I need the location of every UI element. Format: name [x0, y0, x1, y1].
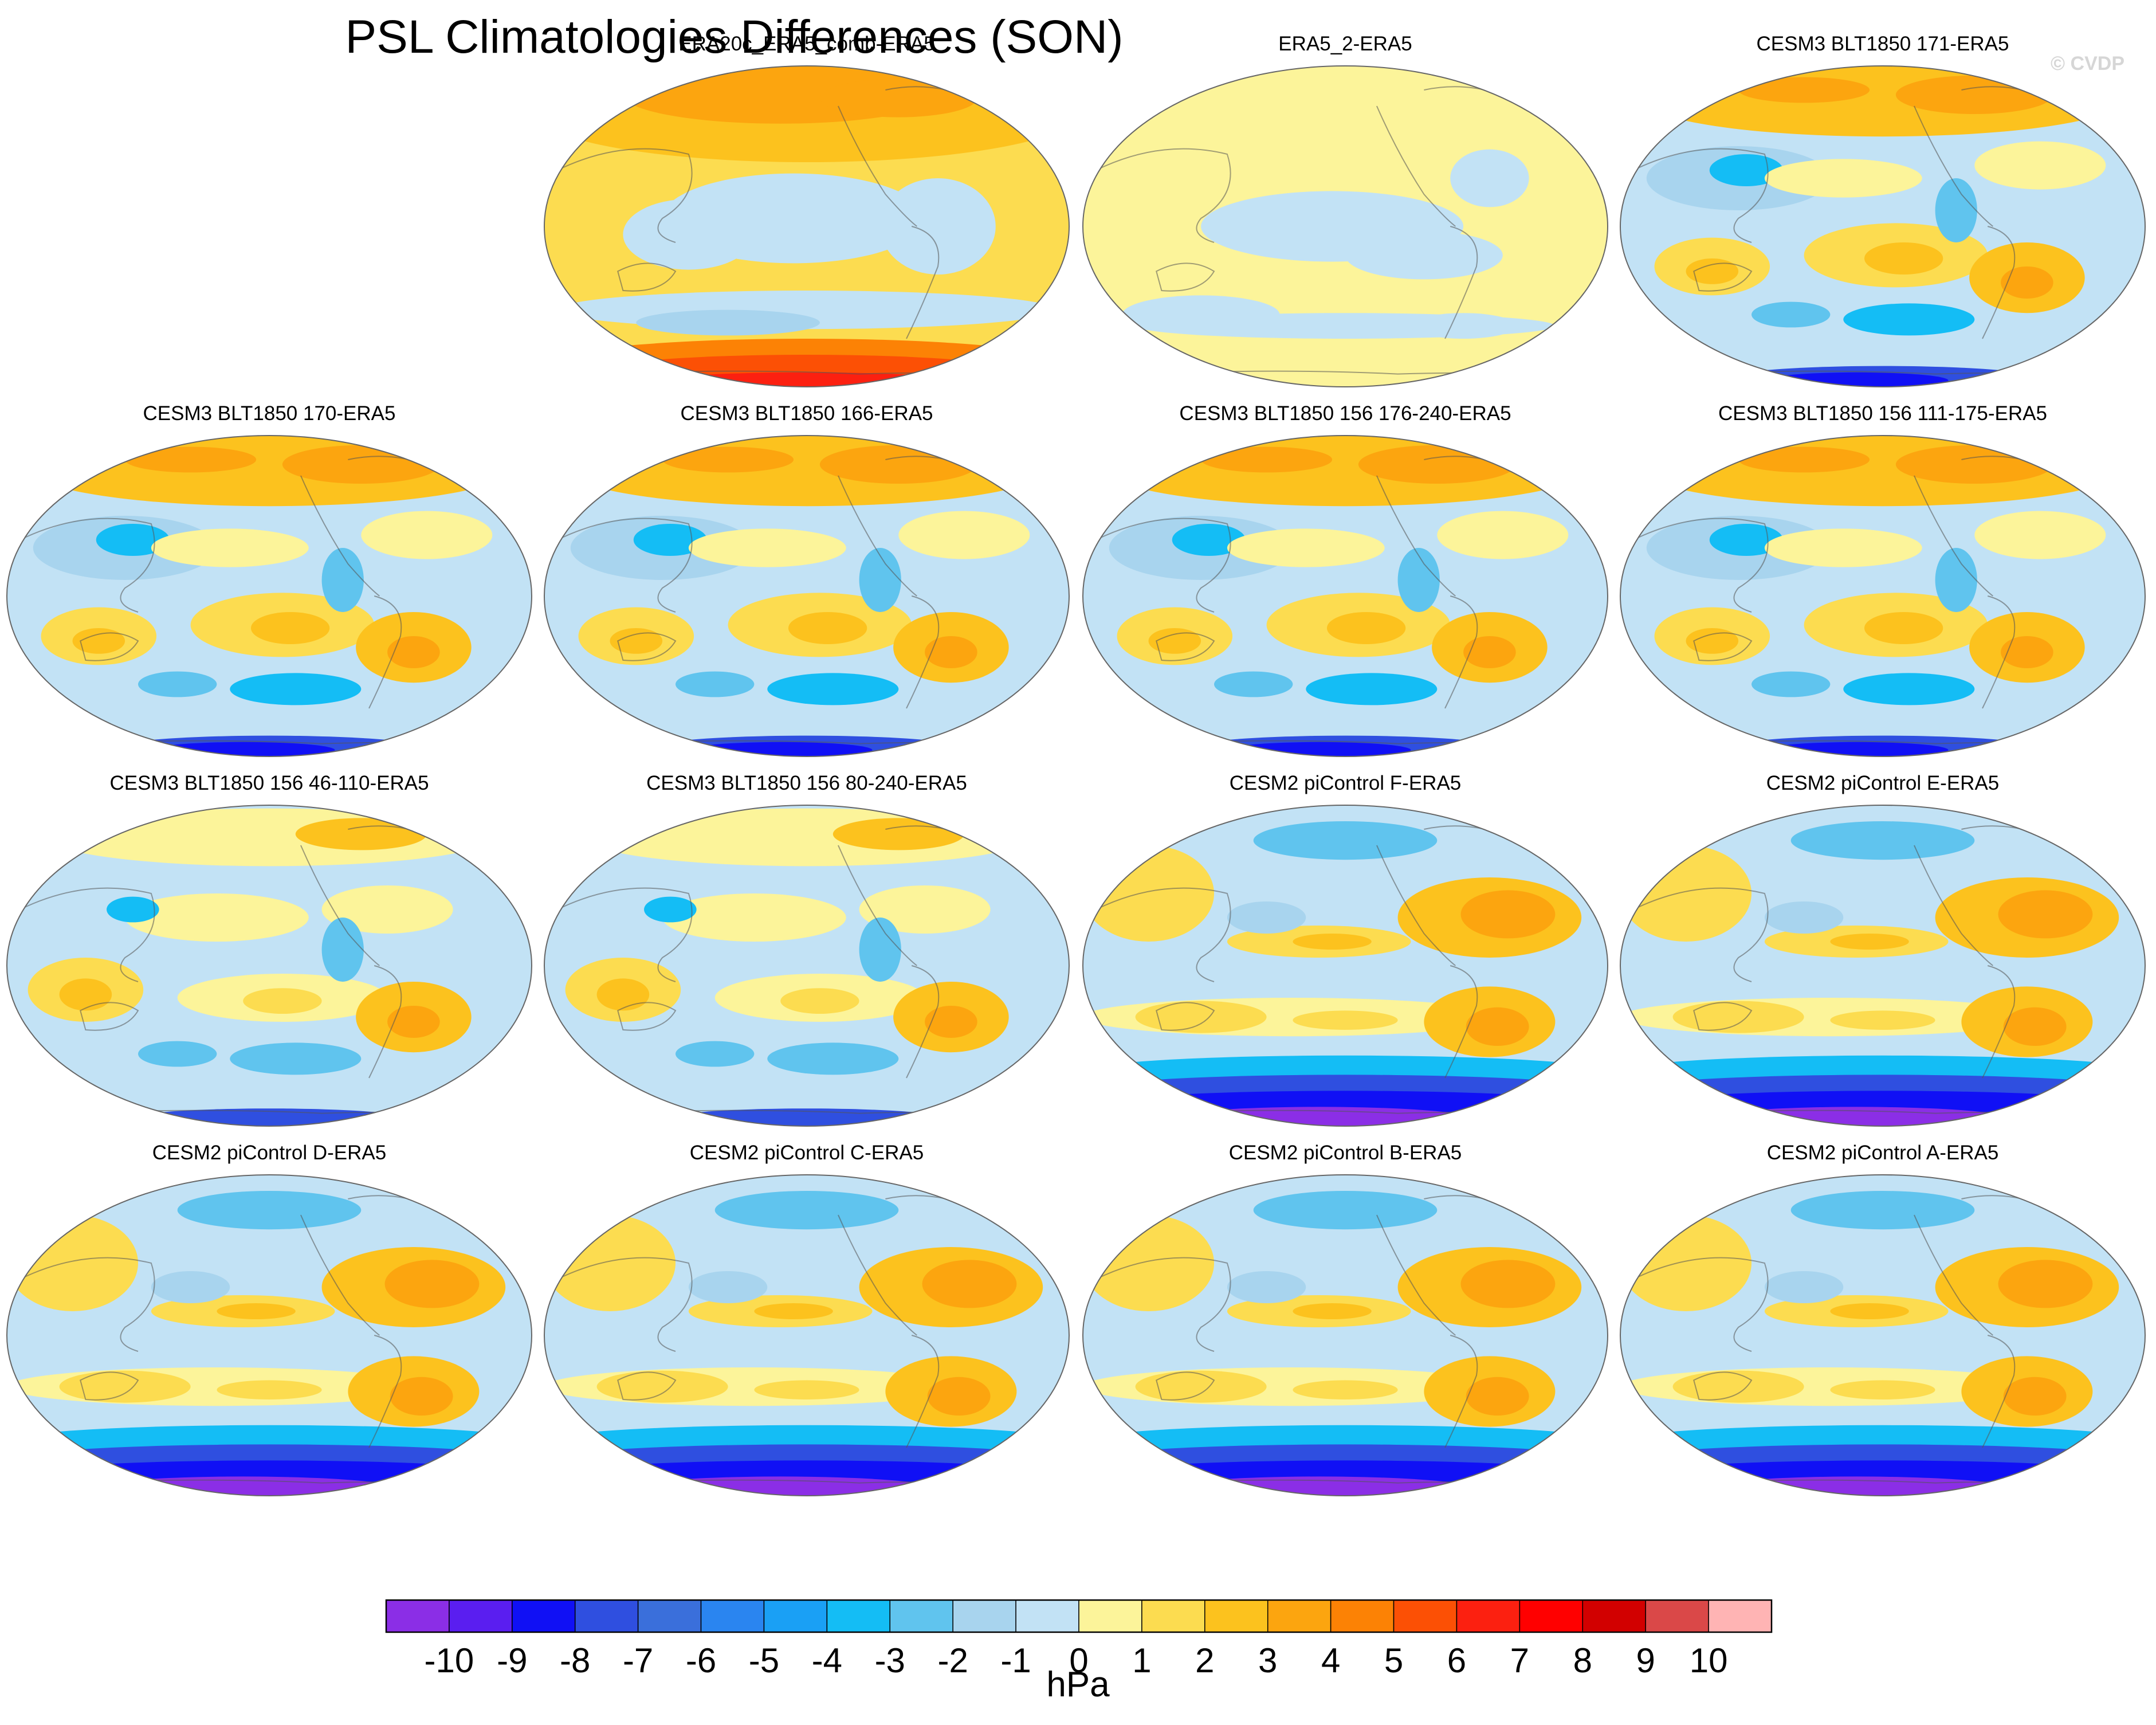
- map-panel: [1083, 66, 1608, 387]
- map-border: [1620, 1174, 2146, 1496]
- map-panel: [544, 805, 1069, 1126]
- map-panel: [1083, 436, 1608, 756]
- map-border: [1082, 65, 1608, 387]
- map-panel: [1620, 436, 2145, 756]
- panel-title: CESM3 BLT1850 156 46-110-ERA5: [109, 772, 429, 794]
- map-border: [6, 805, 532, 1127]
- map-border: [6, 435, 532, 757]
- watermark: © CVDP: [2051, 53, 2124, 75]
- panel-title: CESM2 piControl B-ERA5: [1228, 1142, 1462, 1164]
- map-border: [544, 435, 1070, 757]
- map-border: [1082, 1174, 1608, 1496]
- map-border: [1620, 805, 2146, 1127]
- panel-title: CESM2 piControl A-ERA5: [1766, 1142, 1999, 1164]
- map-border: [1620, 435, 2146, 757]
- map-border: [1082, 435, 1608, 757]
- map-panel: [1620, 805, 2145, 1126]
- map-border: [544, 805, 1070, 1127]
- panel-title: CESM2 piControl E-ERA5: [1766, 772, 2000, 794]
- panel-title: CESM2 piControl F-ERA5: [1229, 772, 1462, 794]
- panel-title: CESM3 BLT1850 166-ERA5: [680, 402, 933, 425]
- map-panel: [1620, 1175, 2145, 1496]
- map-panel: [1620, 66, 2145, 387]
- panel-title: CESM2 piControl C-ERA5: [689, 1142, 924, 1164]
- panel-title: CESM3 BLT1850 171-ERA5: [1756, 33, 2009, 55]
- map-panel: [1083, 1175, 1608, 1496]
- map-panel: [544, 66, 1069, 387]
- map-panel: [1083, 805, 1608, 1126]
- map-border: [6, 1174, 532, 1496]
- map-panel: [7, 1175, 532, 1496]
- panel-title: CESM3 BLT1850 170-ERA5: [143, 402, 396, 425]
- panel-title: CESM3 BLT1850 156 111-175-ERA5: [1718, 402, 2047, 425]
- panel-title: CESM3 BLT1850 156 80-240-ERA5: [646, 772, 967, 794]
- map-panel: [544, 436, 1069, 756]
- map-panel: [7, 805, 532, 1126]
- panel-title: ERA20c_ERA5_comb-ERA5: [678, 33, 935, 55]
- map-border: [544, 1174, 1070, 1496]
- map-panel: [544, 1175, 1069, 1496]
- panel-title: CESM2 piControl D-ERA5: [152, 1142, 387, 1164]
- figure-title: PSL Climatologies Differences (SON): [345, 11, 1124, 63]
- map-border: [1082, 805, 1608, 1127]
- panel-title: ERA5_2-ERA5: [1278, 33, 1412, 55]
- colorbar-unit-label: hPa: [1046, 1665, 1110, 1704]
- panel-title: CESM3 BLT1850 156 176-240-ERA5: [1179, 402, 1511, 425]
- map-panel: [7, 436, 532, 756]
- map-border: [1620, 65, 2146, 387]
- map-border: [544, 65, 1070, 387]
